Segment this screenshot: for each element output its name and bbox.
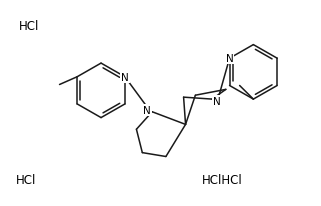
Text: N: N	[226, 54, 233, 64]
Text: HClHCl: HClHCl	[202, 173, 242, 186]
Text: N: N	[143, 105, 151, 115]
Text: HCl: HCl	[19, 20, 39, 33]
Text: N: N	[121, 72, 129, 82]
Text: HCl: HCl	[15, 173, 36, 186]
Text: N: N	[213, 97, 221, 107]
